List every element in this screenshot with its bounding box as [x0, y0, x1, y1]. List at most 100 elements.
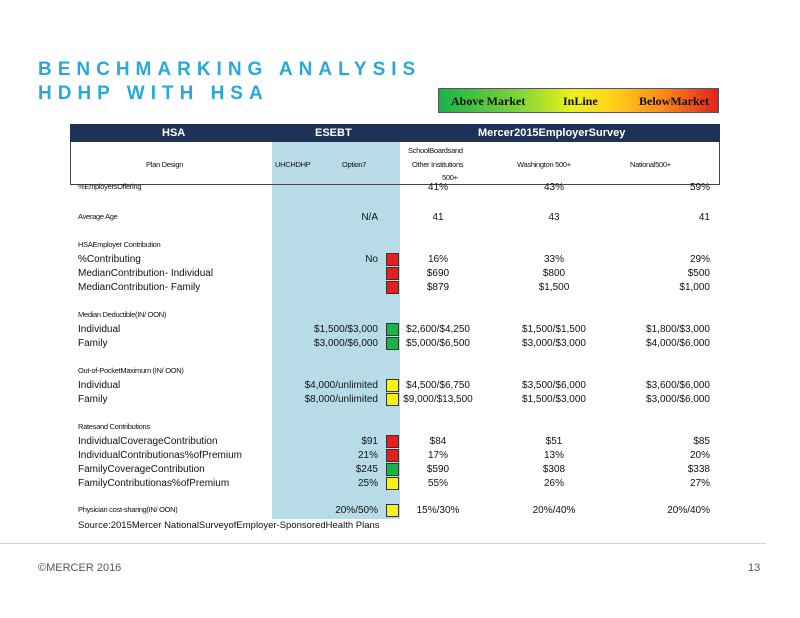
- row-national-value: $338: [687, 464, 710, 475]
- row-label: Average Age: [78, 212, 118, 221]
- row-school-value: $84: [429, 436, 447, 447]
- table-header: HSA ESEBT Mercer2015EmployerSurvey: [70, 124, 720, 142]
- status-square-green: [386, 323, 399, 336]
- row-esebt-value: $4,000/unlimited: [304, 380, 378, 391]
- status-square-green: [386, 337, 399, 350]
- status-square-yellow: [386, 379, 399, 392]
- subheader-option: Option7: [342, 160, 367, 169]
- legend-inline: InLine: [563, 94, 598, 108]
- row-washington-value: 43%: [543, 182, 564, 193]
- subheader-uhc: UHCHDHP: [275, 160, 311, 169]
- row-washington-value: 20%/40%: [532, 505, 576, 516]
- slide-title-line2: HDHP WITH HSA: [38, 83, 269, 104]
- subheader-national: National500+: [630, 160, 671, 169]
- row-school-value: 41: [432, 212, 444, 223]
- row-label: Individual: [78, 380, 121, 391]
- row-national-value: $500: [687, 268, 710, 279]
- row-washington-value: 26%: [543, 478, 564, 489]
- esebt-column-bg: [272, 142, 400, 519]
- row-national-value: 20%: [689, 450, 710, 461]
- row-label: Individual: [78, 324, 121, 335]
- row-label: IndividualCoverageContribution: [78, 436, 218, 447]
- row-school-value: 16%: [427, 254, 448, 265]
- row-national-value: $3,000/$6,000: [646, 394, 710, 405]
- page-number: 13: [748, 562, 761, 574]
- row-label: Physician cost-sharing(IN/ OON): [78, 505, 178, 514]
- row-label: Ratesand Contributions: [78, 422, 150, 431]
- row-national-value: 41: [698, 212, 710, 223]
- status-square-yellow: [386, 393, 399, 406]
- subheader-school-3: 500+: [442, 173, 458, 182]
- row-washington-value: $1,500: [538, 282, 570, 293]
- legend-below-market: BelowMarket: [639, 94, 709, 108]
- row-school-value: $879: [426, 282, 450, 293]
- row-national-value: 27%: [689, 478, 710, 489]
- row-washington-value: 33%: [543, 254, 564, 265]
- status-square-yellow: [386, 477, 399, 490]
- row-label: %EmployersOffering: [78, 182, 142, 191]
- row-label: MedianContribution- Individual: [78, 268, 214, 279]
- market-legend: Above Market InLine BelowMarket: [438, 88, 719, 113]
- row-national-value: 20%/40%: [667, 505, 710, 516]
- row-label: IndividualContributionas%ofPremium: [78, 450, 242, 461]
- row-school-value: $690: [426, 268, 450, 279]
- legend-above-market: Above Market: [451, 94, 526, 108]
- status-square-red: [386, 253, 399, 266]
- row-label: Family: [78, 338, 108, 349]
- source-note: Source:2015Mercer NationalSurveyofEmploy…: [78, 520, 380, 531]
- row-school-value: 55%: [427, 478, 448, 489]
- row-school-value: 15%/30%: [416, 505, 460, 516]
- row-esebt-value: 21%: [357, 450, 378, 461]
- row-esebt-value: No: [365, 254, 378, 265]
- row-washington-value: $800: [542, 268, 566, 279]
- row-washington-value: $3,500/$6,000: [522, 380, 586, 391]
- header-survey: Mercer2015EmployerSurvey: [478, 127, 626, 139]
- header-esebt: ESEBT: [315, 127, 352, 139]
- copyright: ©MERCER 2016: [38, 562, 122, 574]
- row-esebt-value: $1,500/$3,000: [314, 324, 378, 335]
- row-national-value: 59%: [689, 182, 710, 193]
- row-washington-value: $308: [542, 464, 566, 475]
- row-label: %Contributing: [78, 254, 141, 265]
- header-hsa: HSA: [162, 127, 186, 139]
- row-school-value: 41%: [427, 182, 448, 193]
- row-school-value: $4,500/$6,750: [406, 380, 470, 391]
- row-school-value: $9,000/$13,500: [403, 394, 473, 405]
- subheader-washington: Washington 500+: [517, 160, 571, 169]
- row-esebt-value: 20%/50%: [335, 505, 378, 516]
- row-national-value: $85: [693, 436, 710, 447]
- row-national-value: $1,800/$3,000: [646, 324, 710, 335]
- row-school-value: $5,000/$6,500: [406, 338, 470, 349]
- row-national-value: $3,600/$6,000: [646, 380, 710, 391]
- subheader-plan-design: Plan Design: [146, 160, 184, 169]
- row-washington-value: $1,500/$1,500: [522, 324, 586, 335]
- row-esebt-value: N/A: [361, 212, 378, 223]
- row-washington-value: $3,000/$3,000: [522, 338, 586, 349]
- status-square-red: [386, 267, 399, 280]
- row-national-value: $4,000/$6,000: [646, 338, 710, 349]
- row-school-value: 17%: [427, 450, 448, 461]
- row-national-value: $1,000: [679, 282, 710, 293]
- row-label: Family: [78, 394, 108, 405]
- row-national-value: 29%: [689, 254, 710, 265]
- row-washington-value: $51: [545, 436, 563, 447]
- row-label: FamilyContributionas%ofPremium: [78, 478, 230, 489]
- row-label: FamilyCoverageContribution: [78, 464, 205, 475]
- row-label: HSAEmployer Contribution: [78, 240, 161, 249]
- slide-title: BENCHMARKING ANALYSIS HDHP WITH HSA: [38, 58, 421, 106]
- status-square-yellow: [386, 504, 399, 517]
- status-square-red: [386, 281, 399, 294]
- row-esebt-value: $3,000/$6,000: [314, 338, 378, 349]
- footer-divider: [0, 543, 766, 544]
- row-esebt-value: $245: [355, 464, 378, 475]
- row-school-value: $590: [426, 464, 450, 475]
- row-washington-value: 13%: [543, 450, 564, 461]
- benchmark-table: HSA ESEBT Mercer2015EmployerSurvey Plan …: [70, 124, 720, 519]
- row-washington-value: 43: [548, 212, 560, 223]
- row-label: Median Deductible(IN/ OON): [78, 310, 167, 319]
- row-school-value: $2,600/$4,250: [406, 324, 470, 335]
- status-square-red: [386, 449, 399, 462]
- row-label: MedianContribution- Family: [78, 282, 201, 293]
- row-esebt-value: $91: [361, 436, 378, 447]
- row-washington-value: $1,500/$3,000: [522, 394, 586, 405]
